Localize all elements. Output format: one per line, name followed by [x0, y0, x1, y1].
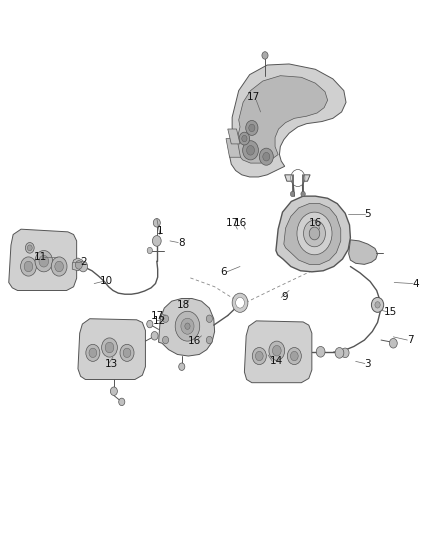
Circle shape [75, 261, 82, 269]
Text: 10: 10 [99, 277, 113, 286]
Text: 16: 16 [309, 218, 322, 228]
Text: 2: 2 [80, 257, 87, 267]
Polygon shape [284, 204, 341, 264]
Text: 4: 4 [413, 279, 420, 288]
Circle shape [290, 191, 295, 197]
Circle shape [89, 348, 97, 358]
Polygon shape [226, 139, 240, 157]
Circle shape [309, 227, 320, 240]
Text: 6: 6 [220, 267, 227, 277]
Text: 3: 3 [364, 359, 371, 368]
Circle shape [147, 247, 152, 254]
Text: 7: 7 [407, 335, 414, 345]
Circle shape [105, 342, 114, 353]
Circle shape [269, 341, 285, 360]
Polygon shape [276, 196, 350, 272]
Text: 11: 11 [34, 252, 47, 262]
Circle shape [371, 297, 384, 312]
Circle shape [79, 261, 88, 272]
Text: 17: 17 [151, 311, 164, 320]
Circle shape [102, 338, 117, 357]
Polygon shape [244, 321, 312, 383]
Circle shape [232, 293, 248, 312]
Circle shape [291, 169, 305, 187]
Circle shape [162, 315, 169, 322]
Text: 15: 15 [384, 307, 397, 317]
Circle shape [175, 311, 200, 341]
Circle shape [35, 251, 53, 272]
Circle shape [287, 348, 301, 365]
Text: 5: 5 [364, 209, 371, 219]
Polygon shape [230, 64, 346, 177]
Circle shape [21, 257, 36, 276]
Polygon shape [72, 258, 84, 271]
Text: 16: 16 [233, 218, 247, 228]
Circle shape [262, 52, 268, 59]
Circle shape [151, 332, 158, 340]
Circle shape [255, 351, 263, 361]
Circle shape [51, 257, 67, 276]
Polygon shape [228, 129, 240, 144]
Circle shape [25, 243, 34, 253]
Circle shape [316, 346, 325, 357]
Circle shape [239, 132, 250, 145]
Circle shape [247, 146, 254, 155]
Circle shape [120, 344, 134, 361]
Circle shape [249, 124, 255, 132]
Polygon shape [78, 319, 145, 379]
Circle shape [24, 261, 33, 272]
Circle shape [236, 297, 244, 308]
Text: 1: 1 [156, 226, 163, 236]
Circle shape [272, 345, 281, 356]
Circle shape [179, 363, 185, 370]
Polygon shape [285, 175, 310, 181]
Circle shape [335, 348, 344, 358]
Circle shape [304, 220, 325, 247]
Circle shape [290, 351, 298, 361]
Circle shape [162, 336, 169, 344]
Circle shape [206, 336, 212, 344]
Text: 18: 18 [177, 300, 190, 310]
Circle shape [185, 323, 190, 329]
Polygon shape [159, 298, 215, 356]
Circle shape [301, 191, 305, 197]
Circle shape [246, 120, 258, 135]
Text: 17: 17 [226, 218, 239, 228]
Circle shape [181, 318, 194, 334]
Polygon shape [237, 76, 328, 163]
Circle shape [123, 348, 131, 358]
Text: 14: 14 [269, 357, 283, 366]
Polygon shape [9, 229, 77, 290]
Text: 16: 16 [188, 336, 201, 346]
Circle shape [27, 245, 32, 251]
Circle shape [263, 152, 270, 161]
Text: 13: 13 [105, 359, 118, 368]
Circle shape [86, 344, 100, 361]
Circle shape [259, 148, 273, 165]
Circle shape [152, 236, 161, 246]
Circle shape [153, 219, 160, 227]
Circle shape [39, 255, 49, 267]
Circle shape [341, 348, 349, 358]
Circle shape [206, 315, 212, 322]
Text: 12: 12 [153, 316, 166, 326]
Circle shape [389, 338, 397, 348]
Circle shape [55, 261, 64, 272]
Circle shape [297, 212, 332, 255]
Text: 17: 17 [247, 92, 260, 102]
Circle shape [242, 135, 247, 142]
Circle shape [110, 387, 117, 395]
Text: 8: 8 [178, 238, 185, 247]
Circle shape [252, 348, 266, 365]
Circle shape [147, 320, 153, 328]
Circle shape [243, 141, 258, 160]
Circle shape [375, 302, 380, 308]
Circle shape [119, 398, 125, 406]
Text: 9: 9 [281, 293, 288, 302]
Polygon shape [349, 240, 378, 264]
